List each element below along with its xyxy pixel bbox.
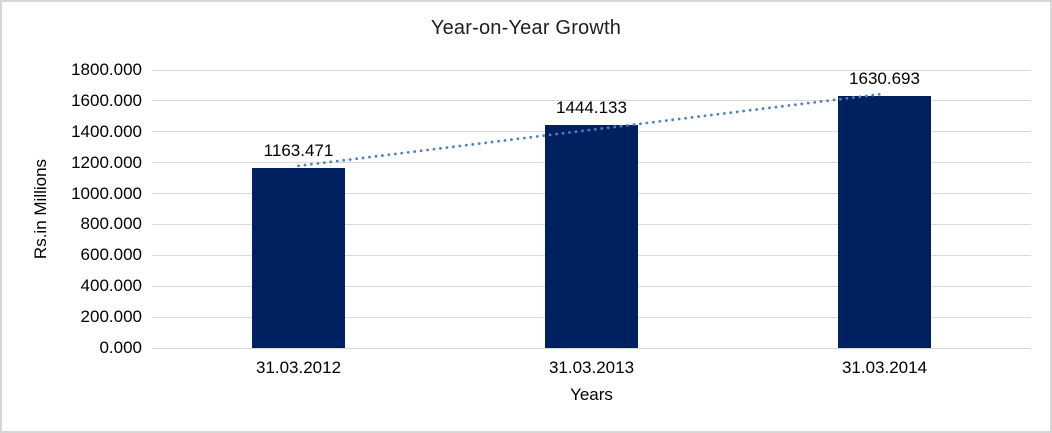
plot-area: 1163.471 1444.133 1630.693 xyxy=(152,69,1031,349)
y-axis-tick-label: 0.000 xyxy=(99,338,142,357)
gridline xyxy=(152,100,1031,102)
bar-value-label: 1163.471 xyxy=(263,141,334,161)
x-axis-tick-label: 31.03.2013 xyxy=(548,358,635,377)
y-axis-tick-label: 1800.000 xyxy=(71,60,142,79)
x-axis-title: Years xyxy=(570,385,613,404)
y-axis-tick-label: 1000.000 xyxy=(71,183,142,203)
bar-value-label: 1630.693 xyxy=(849,69,920,89)
trendline xyxy=(297,92,886,168)
bar-value-label: 1444.133 xyxy=(556,97,627,117)
x-axis-tick-label: 31.03.2012 xyxy=(255,358,342,377)
trendline-layer xyxy=(297,92,886,168)
bar xyxy=(252,168,345,348)
x-axis-tick-label: 31.03.2014 xyxy=(841,358,928,377)
y-axis-tick-label: 1600.000 xyxy=(71,90,142,110)
y-axis-tick-label: 400.000 xyxy=(80,276,142,296)
bar xyxy=(838,96,931,348)
y-axis-tick-label: 600.000 xyxy=(80,245,142,265)
bar xyxy=(545,124,638,348)
gridline xyxy=(152,347,1031,349)
chart-title: Year-on-Year Growth xyxy=(430,17,622,39)
y-axis-tick-label: 1200.000 xyxy=(71,152,142,172)
y-axis-tick-label: 1400.000 xyxy=(71,121,142,141)
gridline xyxy=(152,69,1031,71)
y-axis-tick-label: 200.000 xyxy=(80,307,142,327)
y-axis-tick-label: 800.000 xyxy=(80,214,142,234)
